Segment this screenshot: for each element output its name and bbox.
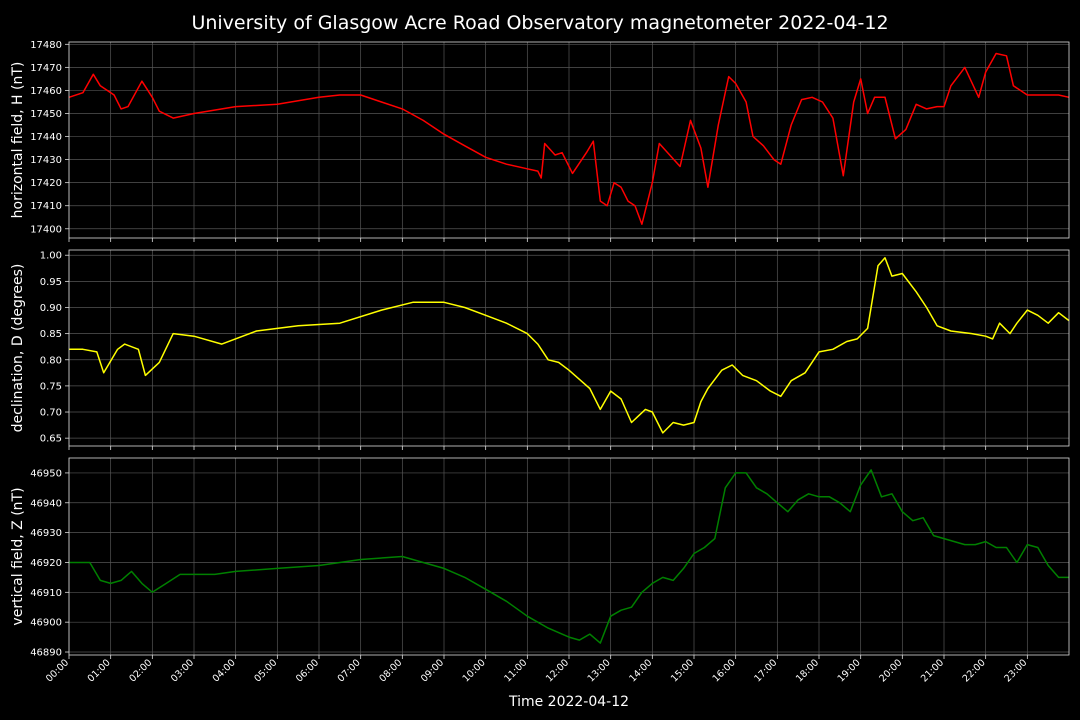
y-tick-label: 17400 [30, 224, 62, 235]
x-tick-label: 13:00 [586, 657, 613, 684]
y-tick-label: 0.90 [40, 303, 62, 314]
series-line [69, 257, 1070, 434]
x-tick-label: 06:00 [294, 657, 321, 684]
series-line [68, 52, 1070, 225]
panel-1: 17400 17410 17420 17430 17440 17450 17460 17470… [10, 40, 1070, 242]
y-tick-label: 17460 [30, 86, 62, 97]
x-tick-label: 05:00 [252, 657, 279, 684]
grid [68, 458, 1069, 655]
y-tick-label: 46890 [30, 648, 62, 659]
y-tick-label: 17410 [30, 201, 62, 212]
x-tick-label: 09:00 [419, 657, 446, 684]
y-tick-label: 46930 [30, 528, 62, 539]
y-tick-label: 0.80 [40, 355, 62, 366]
x-tick-label: 15:00 [669, 657, 696, 684]
y-tick-label: 0.85 [40, 329, 62, 340]
grid [68, 42, 1069, 238]
y-tick-label: 17440 [30, 132, 62, 143]
y-tick-label: 46900 [30, 618, 62, 629]
x-tick-label: 02:00 [127, 657, 154, 684]
y-tick-label: 46910 [30, 588, 62, 599]
series-line [69, 469, 1069, 644]
y-axis-label: vertical field, Z (nT) [10, 487, 26, 625]
axes-frame [68, 457, 1070, 656]
chart-title: University of Glasgow Acre Road Observat… [191, 12, 888, 34]
y-tick-label: 46940 [30, 498, 62, 509]
y-axis-label: declination, D (degrees) [10, 264, 26, 433]
y-tick-label: 17470 [30, 63, 62, 74]
x-tick-label: 19:00 [836, 657, 863, 684]
y-tick-label: 46920 [30, 558, 62, 569]
y-tick-label: 0.65 [40, 434, 62, 445]
y-tick-label: 17420 [30, 178, 62, 189]
x-axis-label: Time 2022-04-12 [508, 694, 629, 710]
y-tick-label: 17480 [30, 40, 62, 51]
y-tick-label: 0.95 [40, 277, 62, 288]
y-tick-label: 0.70 [40, 408, 62, 419]
y-tick-label: 46950 [30, 468, 62, 479]
axes-frame [68, 249, 1070, 447]
x-tick-label: 20:00 [877, 657, 904, 684]
axes-frame [68, 41, 1070, 239]
x-tick-label: 16:00 [711, 657, 738, 684]
panel-2: 0.65 0.70 0.75 0.80 0.85 0.90 0.95 1.00 declinat… [10, 249, 1070, 450]
x-tick-label: 22:00 [961, 657, 988, 684]
x-tick-label: 23:00 [1002, 657, 1029, 684]
x-tick-label: 00:00 [44, 657, 71, 684]
x-tick-label: 08:00 [377, 657, 404, 684]
x-tick-label: 07:00 [336, 657, 363, 684]
x-tick-label: 21:00 [919, 657, 946, 684]
x-tick-label: 14:00 [627, 657, 654, 684]
x-tick-label: 17:00 [752, 657, 779, 684]
x-tick-label: 04:00 [211, 657, 238, 684]
panel-3: 46890 46900 46910 46920 46930 46940 46950 00:00… [10, 457, 1070, 684]
x-tick-label: 10:00 [461, 657, 488, 684]
y-tick-label: 17430 [30, 155, 62, 166]
x-tick-label: 01:00 [86, 657, 113, 684]
x-tick-label: 12:00 [544, 657, 571, 684]
y-tick-label: 1.00 [40, 251, 62, 262]
y-axis-label: horizontal field, H (nT) [10, 62, 26, 219]
y-tick-label: 17450 [30, 109, 62, 120]
x-tick-label: 11:00 [502, 657, 529, 684]
y-tick-label: 0.75 [40, 381, 62, 392]
x-tick-label: 03:00 [169, 657, 196, 684]
x-tick-label: 18:00 [794, 657, 821, 684]
